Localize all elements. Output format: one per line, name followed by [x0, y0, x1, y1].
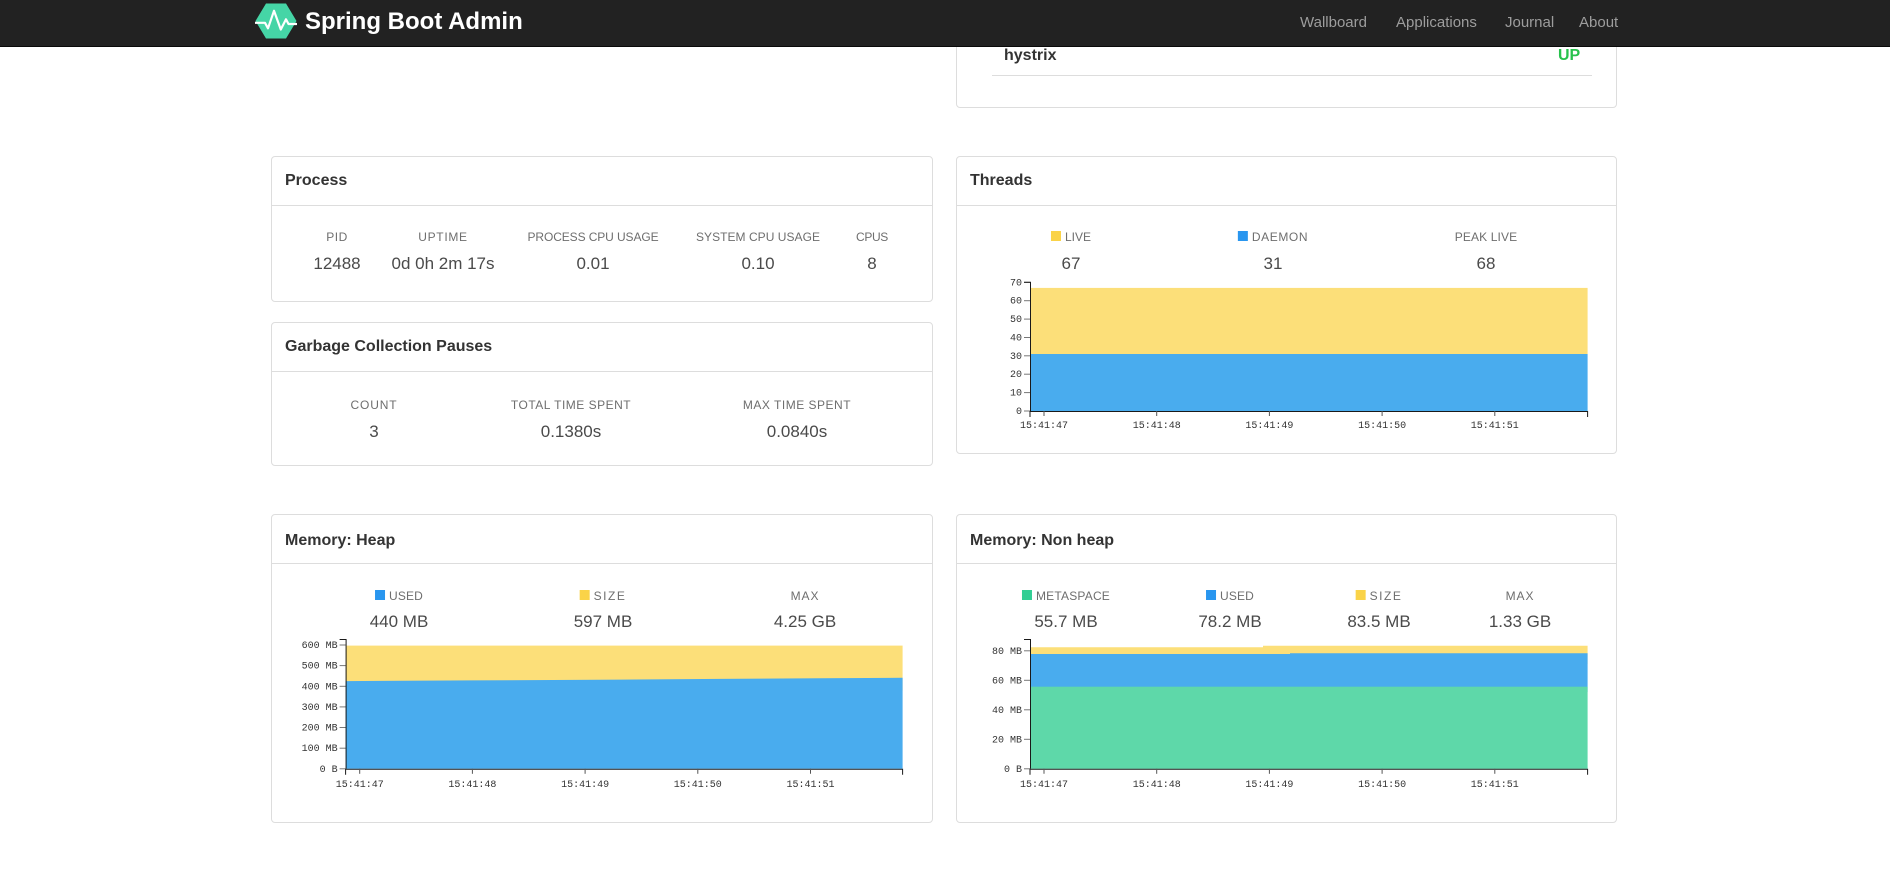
svg-text:80 MB: 80 MB: [992, 647, 1022, 658]
svg-text:0: 0: [1016, 407, 1022, 418]
svg-text:15:41:48: 15:41:48: [1133, 780, 1181, 791]
svg-text:0 B: 0 B: [320, 765, 338, 776]
svg-text:200 MB: 200 MB: [302, 724, 338, 735]
svg-text:70: 70: [1010, 278, 1022, 289]
svg-text:10: 10: [1010, 389, 1022, 400]
svg-text:20: 20: [1010, 370, 1022, 381]
svg-text:15:41:49: 15:41:49: [1245, 780, 1293, 791]
svg-text:15:41:51: 15:41:51: [786, 780, 834, 791]
svg-text:300 MB: 300 MB: [302, 703, 338, 714]
svg-text:15:41:48: 15:41:48: [448, 780, 496, 791]
svg-text:50: 50: [1010, 315, 1022, 326]
svg-text:15:41:49: 15:41:49: [1245, 421, 1293, 432]
svg-text:100 MB: 100 MB: [302, 744, 338, 755]
svg-text:500 MB: 500 MB: [302, 662, 338, 673]
svg-text:60: 60: [1010, 297, 1022, 308]
svg-text:15:41:51: 15:41:51: [1471, 780, 1519, 791]
svg-text:15:41:49: 15:41:49: [561, 780, 609, 791]
svg-text:40 MB: 40 MB: [992, 706, 1022, 717]
svg-text:15:41:50: 15:41:50: [1358, 780, 1406, 791]
svg-text:15:41:51: 15:41:51: [1471, 421, 1519, 432]
svg-text:40: 40: [1010, 334, 1022, 345]
svg-text:400 MB: 400 MB: [302, 682, 338, 693]
svg-text:15:41:50: 15:41:50: [674, 780, 722, 791]
svg-text:15:41:47: 15:41:47: [1020, 780, 1068, 791]
svg-text:15:41:50: 15:41:50: [1358, 421, 1406, 432]
svg-text:600 MB: 600 MB: [302, 641, 338, 652]
svg-text:60 MB: 60 MB: [992, 676, 1022, 687]
svg-text:15:41:47: 15:41:47: [1020, 421, 1068, 432]
svg-text:0 B: 0 B: [1004, 765, 1022, 776]
svg-text:15:41:48: 15:41:48: [1133, 421, 1181, 432]
svg-text:20 MB: 20 MB: [992, 735, 1022, 746]
svg-text:30: 30: [1010, 352, 1022, 363]
svg-text:15:41:47: 15:41:47: [336, 780, 384, 791]
